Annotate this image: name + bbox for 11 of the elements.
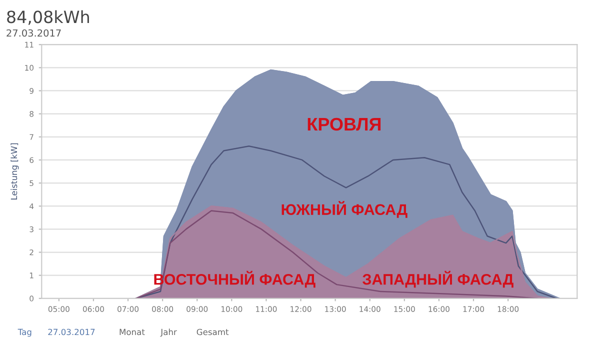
- annotation: КРОВЛЯ: [308, 118, 381, 131]
- text: 27.03.2017: [48, 328, 95, 336]
- annotation: ЗАПАДНЫЙ ФАСАД: [362, 270, 514, 288]
- text: Gesamt: [196, 328, 229, 336]
- chart-title: 84,08kWh: [7, 10, 89, 25]
- annotation: ЮЖНЫЙ ФАСАД: [282, 201, 408, 218]
- text: Jahr: [160, 328, 177, 337]
- text: Monat: [120, 328, 145, 336]
- text: Tag: [18, 328, 32, 337]
- chart-subtitle: 27.03.2017: [6, 29, 61, 37]
- y-axis-title: Leistung [kW]: [10, 143, 19, 200]
